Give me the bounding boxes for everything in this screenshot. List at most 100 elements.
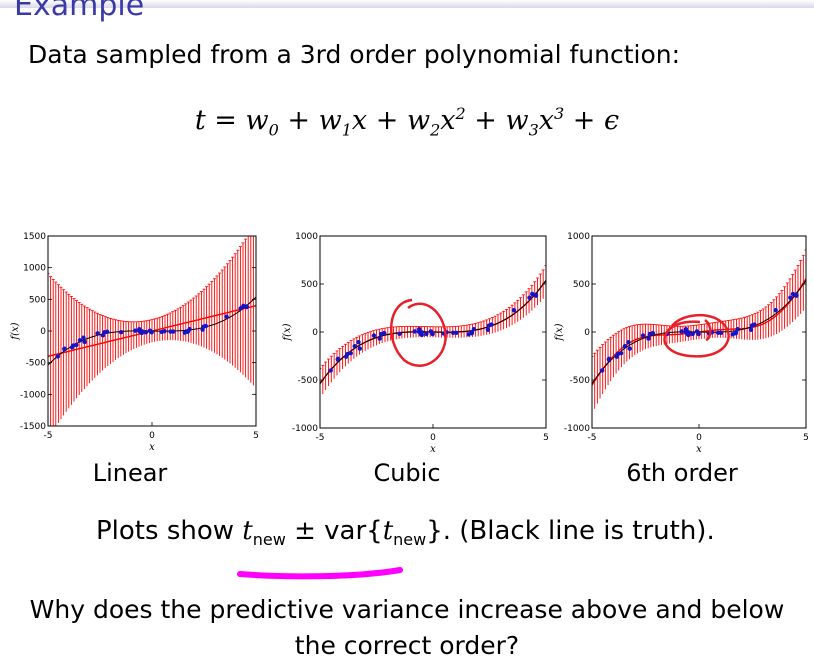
data-point <box>74 342 79 348</box>
y-tick-label: 500 <box>301 280 318 290</box>
y-axis-label: f(x) <box>554 323 565 341</box>
data-point <box>139 328 144 334</box>
eq-w2x2: w2x2 <box>406 104 466 140</box>
plot-area-1 <box>320 265 546 399</box>
polynomial-equation: t = w0 + w1x + w2x2 + w3x3 + ϵ <box>194 104 620 140</box>
data-point <box>626 339 631 345</box>
data-point <box>201 324 206 329</box>
data-point <box>627 346 632 351</box>
data-point <box>238 306 243 311</box>
y-tick-label: 500 <box>29 295 46 305</box>
x-tick-label: -5 <box>316 433 325 443</box>
data-point <box>686 330 691 335</box>
data-point <box>352 343 357 349</box>
question-text: Why does the predictive variance increas… <box>0 592 814 664</box>
y-tick-label: -1000 <box>292 424 318 434</box>
magenta-underline <box>237 567 403 580</box>
y-tick-label: 500 <box>573 280 590 290</box>
eq-w3x3: w3x3 <box>505 104 565 140</box>
data-point <box>733 330 738 335</box>
y-tick-label: -1000 <box>564 424 590 434</box>
data-point <box>133 328 138 333</box>
x-axis-label: x <box>696 444 702 454</box>
data-point <box>171 329 176 334</box>
data-point <box>696 331 701 337</box>
cubic-fit-plot: -1000 -500 0 500 1000 -5 0 5 x f(x) <box>282 232 548 454</box>
y-axis-label: f(x) <box>10 322 21 340</box>
data-point <box>451 330 456 336</box>
y-tick-label: 1000 <box>23 264 46 274</box>
y-tick-label: 0 <box>40 327 46 337</box>
equation-lhs: t <box>194 105 206 136</box>
data-point <box>356 339 361 345</box>
x-axis-label: x <box>149 442 155 453</box>
data-point <box>665 331 670 337</box>
data-point <box>81 335 86 340</box>
data-point <box>618 351 624 356</box>
x-tick-label: 0 <box>696 433 702 443</box>
question-line-1: Why does the predictive variance increas… <box>29 595 785 624</box>
data-point <box>82 339 87 345</box>
data-point <box>149 330 154 335</box>
plot-area-0 <box>48 236 256 426</box>
y-axis-label: f(x) <box>282 323 293 341</box>
x-axis-label: x <box>430 444 436 454</box>
x-tick-label: 0 <box>149 431 155 441</box>
data-point <box>773 308 778 313</box>
data-point <box>345 351 350 357</box>
linear-fit-plot: -1500 -1000 -500 0 500 1000 1500 -5 0 5 x f(x) <box>10 232 259 453</box>
data-point <box>647 331 653 337</box>
data-point <box>430 331 435 337</box>
data-point <box>790 291 796 297</box>
data-point <box>419 330 425 335</box>
data-point <box>640 333 646 338</box>
plot-area-2 <box>592 249 806 414</box>
data-point <box>371 333 377 338</box>
data-point <box>718 330 724 335</box>
data-point <box>187 326 192 332</box>
plot-label-linear: Linear <box>92 459 168 487</box>
data-point <box>485 327 491 332</box>
slide-title: Example <box>14 0 145 23</box>
data-point <box>378 331 384 337</box>
x-tick-label: 0 <box>430 433 436 443</box>
data-point <box>469 330 475 335</box>
data-point <box>328 368 333 373</box>
data-point <box>706 331 712 336</box>
question-line-2: the correct order? <box>294 631 520 660</box>
data-point <box>599 368 605 373</box>
y-tick-label: -1500 <box>20 422 46 432</box>
y-tick-label: -500 <box>298 376 319 386</box>
data-point <box>348 351 353 356</box>
y-tick-label: 1000 <box>567 232 590 242</box>
data-point <box>397 331 402 337</box>
data-point <box>95 331 100 336</box>
x-tick-label: -5 <box>588 433 597 443</box>
data-point <box>159 329 164 335</box>
data-point <box>533 292 539 297</box>
data-point <box>735 326 740 332</box>
data-point <box>454 330 459 335</box>
data-point <box>357 346 363 351</box>
plot-label-cubic: Cubic <box>373 459 441 487</box>
data-point <box>143 330 149 335</box>
slide-top-bar <box>0 0 814 8</box>
x-tick-label: 5 <box>253 431 259 441</box>
data-point <box>622 343 628 349</box>
y-tick-label: 1500 <box>23 232 46 242</box>
y-tick-label: -1000 <box>20 390 46 400</box>
data-point <box>424 331 429 337</box>
data-point <box>530 291 535 297</box>
data-point <box>335 356 341 361</box>
plot-caption: Plots show tnew ± var{tnew}. (Black line… <box>96 516 715 550</box>
data-point <box>749 323 755 328</box>
x-tick-label: 5 <box>803 433 809 443</box>
y-tick-label: -500 <box>26 359 47 369</box>
data-point <box>690 331 695 337</box>
data-point <box>224 314 229 319</box>
data-point <box>527 295 532 300</box>
y-tick-label: 0 <box>584 328 590 338</box>
y-tick-label: 0 <box>312 328 318 338</box>
eq-w1x: w1x <box>318 105 368 140</box>
y-tick-label: 1000 <box>295 232 318 242</box>
